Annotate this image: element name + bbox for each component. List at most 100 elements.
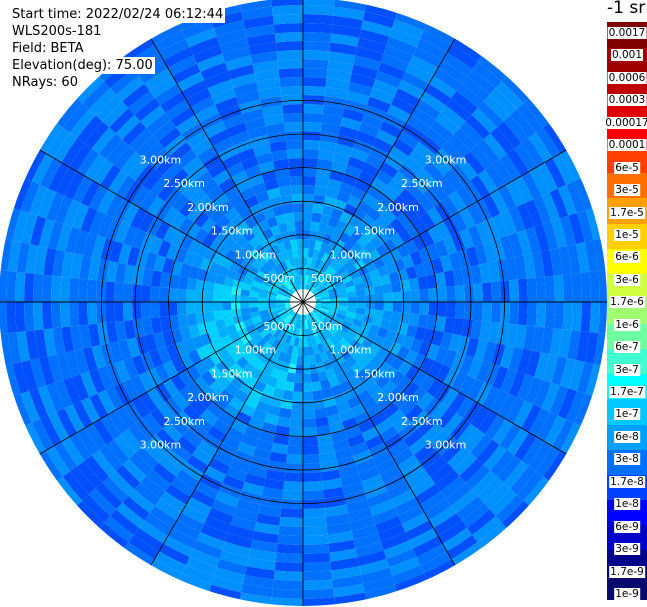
- colorbar-tick-label: 1.7e-6: [609, 296, 645, 309]
- beta-gate-cell: [303, 472, 322, 482]
- beta-gate-cell: [406, 469, 430, 490]
- beta-gate-cell: [516, 348, 532, 375]
- beta-gate-cell: [416, 543, 447, 566]
- beta-gate-cell: [436, 407, 456, 429]
- beta-gate-cell: [501, 74, 531, 104]
- beta-gate-cell: [366, 403, 383, 419]
- beta-gate-cell: [3, 207, 21, 241]
- beta-gate-cell: [285, 300, 292, 302]
- beta-gate-cell: [347, 433, 366, 448]
- beta-gate-cell: [314, 240, 323, 251]
- beta-gate-cell: [370, 411, 388, 427]
- beta-gate-cell: [244, 117, 266, 131]
- beta-gate-cell: [176, 469, 200, 490]
- beta-gate-cell: [199, 473, 223, 492]
- beta-gate-cell: [340, 117, 362, 131]
- beta-gate-cell: [226, 122, 248, 138]
- beta-gate-cell: [179, 386, 196, 405]
- beta-gate-cell: [314, 300, 321, 302]
- beta-gate-cell: [365, 331, 377, 343]
- beta-gate-cell: [207, 425, 227, 443]
- beta-gate-cell: [318, 288, 328, 295]
- beta-gate-cell: [364, 584, 398, 602]
- beta-gate-cell: [303, 221, 312, 231]
- beta-gate-cell: [264, 413, 279, 426]
- beta-gate-cell: [159, 286, 169, 302]
- beta-gate-cell: [320, 469, 341, 482]
- beta-gate-cell: [376, 327, 389, 339]
- beta-gate-cell: [303, 131, 321, 141]
- beta-gate-cell: [403, 429, 424, 448]
- beta-gate-cell: [211, 11, 244, 29]
- beta-gate-cell: [277, 351, 287, 362]
- beta-gate-cell: [12, 361, 30, 394]
- beta-gate-cell: [276, 320, 285, 329]
- beta-gate-cell: [346, 498, 370, 514]
- beta-gate-cell: [487, 260, 500, 283]
- beta-gate-cell: [157, 181, 176, 202]
- beta-gate-cell: [258, 305, 268, 312]
- beta-gate-cell: [244, 253, 257, 265]
- beta-gate-cell: [54, 195, 73, 225]
- beta-gate-cell: [204, 465, 227, 483]
- beta-gate-cell: [350, 441, 369, 457]
- beta-gate-cell: [335, 313, 346, 321]
- beta-gate-cell: [280, 333, 289, 344]
- beta-gate-cell: [168, 315, 180, 331]
- beta-gate-cell: [536, 162, 558, 193]
- beta-gate-cell: [443, 169, 464, 191]
- beta-gate-cell: [318, 272, 328, 282]
- beta-gate-cell: [265, 345, 276, 357]
- beta-gate-cell: [254, 348, 266, 361]
- beta-gate-cell: [397, 227, 413, 244]
- beta-gate-cell: [377, 395, 394, 412]
- beta-gate-cell: [249, 290, 259, 298]
- beta-gate-cell: [271, 588, 303, 599]
- beta-gate-cell: [345, 344, 357, 356]
- beta-gate-cell: [61, 437, 85, 466]
- beta-gate-cell: [293, 382, 303, 392]
- beta-gate-cell: [285, 463, 303, 473]
- beta-gate-cell: [128, 534, 159, 560]
- beta-gate-cell: [405, 324, 418, 339]
- beta-gate-cell: [195, 290, 205, 302]
- beta-gate-cell: [255, 438, 274, 452]
- beta-gate-cell: [344, 425, 362, 439]
- beta-gate-cell: [442, 527, 473, 552]
- beta-gate-cell: [7, 240, 22, 272]
- beta-gate-cell: [334, 316, 345, 325]
- beta-gate-cell: [194, 415, 214, 434]
- beta-gate-cell: [70, 109, 96, 139]
- beta-gate-cell: [386, 548, 417, 568]
- beta-gate-cell: [524, 377, 543, 405]
- beta-gate-cell: [327, 530, 354, 544]
- beta-gate-cell: [276, 263, 285, 273]
- beta-gate-cell: [223, 316, 235, 328]
- beta-gate-cell: [389, 556, 421, 576]
- colorbar-tick-label: 0.0001: [607, 139, 647, 152]
- beta-gate-cell: [293, 257, 300, 267]
- beta-gate-cell: [324, 328, 334, 339]
- beta-gate-cell: [315, 314, 324, 323]
- beta-gate-cell: [346, 395, 362, 409]
- beta-gate-cell: [303, 355, 310, 365]
- beta-gate-cell: [544, 415, 567, 446]
- beta-gate-cell: [308, 354, 317, 365]
- beta-gate-cell: [459, 458, 484, 483]
- beta-gate-cell: [294, 285, 299, 292]
- beta-gate-cell: [557, 184, 577, 216]
- beta-gate-cell: [260, 283, 271, 291]
- beta-gate-cell: [282, 489, 303, 500]
- beta-gate-cell: [549, 188, 569, 219]
- beta-gate-cell: [339, 270, 350, 280]
- beta-gate-cell: [303, 427, 318, 437]
- beta-gate-cell: [222, 354, 237, 369]
- beta-gate-cell: [416, 38, 447, 61]
- beta-gate-cell: [324, 87, 348, 100]
- beta-gate-cell: [505, 323, 518, 347]
- beta-gate-cell: [336, 328, 347, 339]
- beta-gate-cell: [303, 32, 332, 43]
- beta-gate-cell: [325, 78, 350, 91]
